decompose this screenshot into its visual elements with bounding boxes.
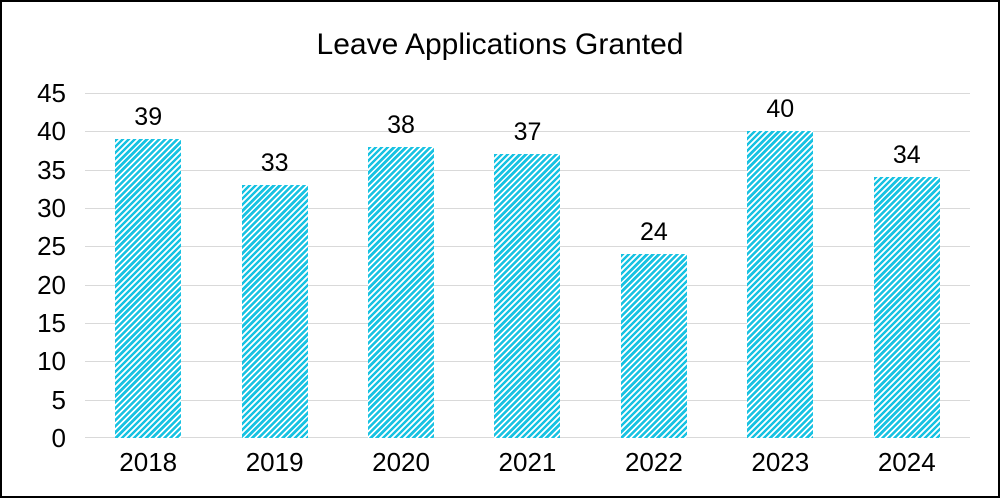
y-tick-label: 40 — [37, 116, 66, 147]
bar-group: 40 — [717, 93, 843, 438]
bar — [620, 254, 687, 438]
bar-group: 24 — [591, 93, 717, 438]
y-tick-label: 10 — [37, 346, 66, 377]
bar — [494, 154, 561, 438]
y-tick-label: 5 — [51, 384, 66, 415]
y-axis: 0 5 10 15 20 25 30 35 40 45 — [2, 2, 66, 496]
x-tick-label: 2022 — [624, 447, 683, 477]
bar — [241, 185, 308, 438]
bar-series: 39 33 38 37 24 40 34 — [85, 93, 970, 438]
bar-value-label: 39 — [134, 103, 163, 131]
bar-group: 38 — [338, 93, 464, 438]
bar-group: 37 — [464, 93, 590, 438]
bar-value-label: 34 — [892, 141, 921, 169]
bar — [115, 139, 182, 438]
gridline — [85, 131, 970, 133]
y-tick-label: 15 — [37, 308, 66, 338]
x-tick-label: 2021 — [498, 447, 557, 477]
x-tick-label: 2023 — [751, 447, 810, 477]
bar — [368, 147, 435, 438]
y-tick-label: 30 — [37, 193, 66, 223]
bar-value-label: 37 — [513, 118, 542, 146]
chart-title: Leave Applications Granted — [316, 28, 684, 61]
gridline — [85, 93, 970, 94]
bar — [747, 131, 814, 438]
bar-value-label: 33 — [260, 149, 289, 177]
x-tick-label: 2018 — [119, 447, 178, 477]
y-tick-label: 35 — [37, 154, 66, 185]
y-tick-label: 45 — [37, 78, 66, 108]
plot-area: 39 33 38 37 24 40 34 — [85, 93, 970, 438]
bar-value-label: 40 — [766, 95, 795, 123]
bar-group: 34 — [844, 93, 970, 438]
bar-value-label: 24 — [639, 218, 668, 246]
y-tick-label: 0 — [51, 423, 66, 453]
bar-group: 33 — [211, 93, 337, 438]
x-tick-label: 2024 — [877, 447, 936, 477]
y-tick-label: 25 — [37, 231, 66, 262]
x-tick-label: 2020 — [372, 447, 430, 477]
x-axis: 2018 2019 2020 2021 2022 2023 2024 — [85, 449, 970, 475]
y-tick-label: 20 — [37, 269, 66, 300]
bar — [873, 177, 940, 438]
bar-group: 39 — [85, 93, 211, 438]
bar-value-label: 38 — [387, 111, 415, 139]
x-tick-label: 2019 — [245, 447, 304, 477]
